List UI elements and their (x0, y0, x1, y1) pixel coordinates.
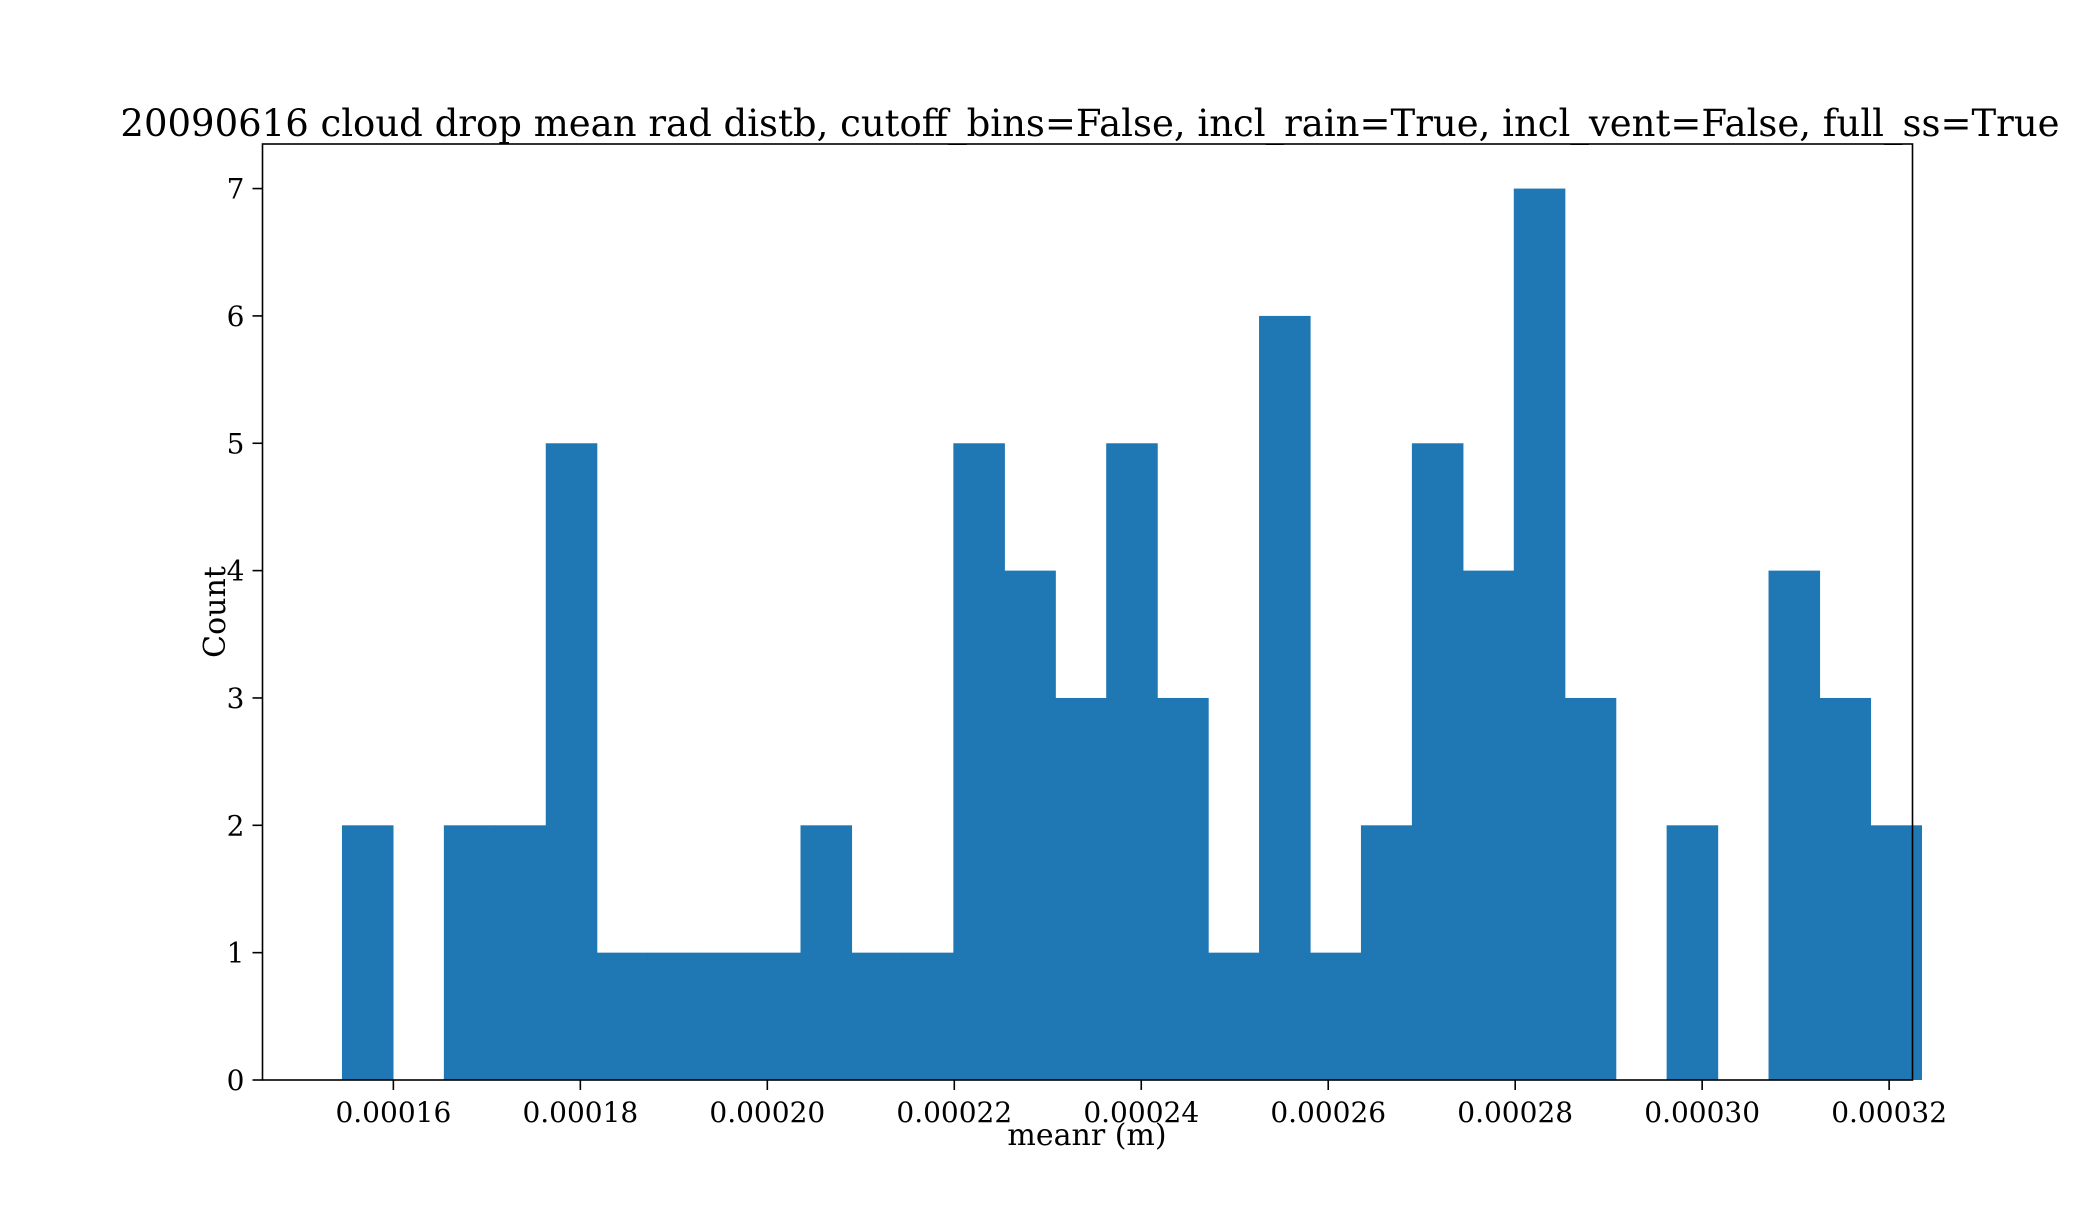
histogram-bar (698, 952, 751, 1080)
histogram-bar (494, 825, 547, 1080)
y-tick-label: 6 (227, 300, 245, 333)
histogram-bar (953, 443, 1005, 1080)
plot-frame (261, 143, 1914, 1081)
y-tick-label: 3 (227, 682, 245, 715)
x-tick-label: 0.00030 (1644, 1096, 1760, 1129)
histogram-bar (443, 825, 496, 1080)
histogram-bar (1819, 697, 1872, 1080)
x-axis: 0.00016 0.00018 0.00020 0.00022 0.00024 0.000… (335, 1080, 1947, 1129)
x-axis-label: meanr (m) (1007, 1118, 1166, 1153)
x-tick-label: 0.00022 (896, 1096, 1012, 1129)
histogram-bar (1768, 570, 1821, 1080)
histogram-bar (1411, 443, 1464, 1080)
histogram-bar (851, 952, 904, 1080)
histogram-bar (1259, 315, 1311, 1081)
bars-layer (341, 188, 1922, 1081)
x-tick-label: 0.00020 (709, 1096, 825, 1129)
histogram-bar (1462, 570, 1515, 1080)
histogram-bar (1157, 697, 1209, 1080)
x-tick-label: 0.00016 (335, 1096, 451, 1129)
y-tick-label: 1 (227, 937, 245, 970)
y-tick-label: 4 (227, 555, 245, 588)
histogram-bar (1564, 697, 1617, 1080)
y-axis-label: Count (198, 566, 233, 658)
x-tick-label: 0.00028 (1457, 1096, 1573, 1129)
x-tick-label: 0.00032 (1831, 1096, 1947, 1129)
y-tick-label: 7 (227, 173, 245, 206)
histogram-bar (1666, 825, 1719, 1080)
histogram-bar (1360, 825, 1413, 1080)
chart-title: 20090616 cloud drop mean rad distb, cuto… (120, 102, 2059, 146)
histogram-bar (1870, 825, 1922, 1080)
y-tick-label: 2 (227, 809, 245, 842)
histogram-bar (902, 952, 954, 1080)
histogram-bar (545, 443, 598, 1080)
histogram-bar (596, 952, 649, 1080)
x-tick-label: 0.00018 (522, 1096, 638, 1129)
histogram-bar (800, 825, 853, 1080)
y-tick-label: 0 (227, 1064, 245, 1097)
histogram-bar (749, 952, 802, 1080)
x-tick-label: 0.00024 (1083, 1096, 1199, 1129)
histogram-bar (1513, 188, 1566, 1081)
y-tick-label: 5 (227, 427, 245, 460)
x-tick-label: 0.00026 (1270, 1096, 1386, 1129)
histogram-bar (647, 952, 700, 1080)
histogram-bar (1055, 697, 1107, 1080)
y-axis: 0 1 2 3 4 5 6 7 (227, 173, 263, 1097)
histogram-bar (341, 825, 394, 1080)
histogram-bar (1309, 952, 1362, 1080)
histogram-bar (1106, 443, 1158, 1080)
histogram-bar (1004, 570, 1056, 1080)
histogram-bar (1208, 952, 1260, 1080)
